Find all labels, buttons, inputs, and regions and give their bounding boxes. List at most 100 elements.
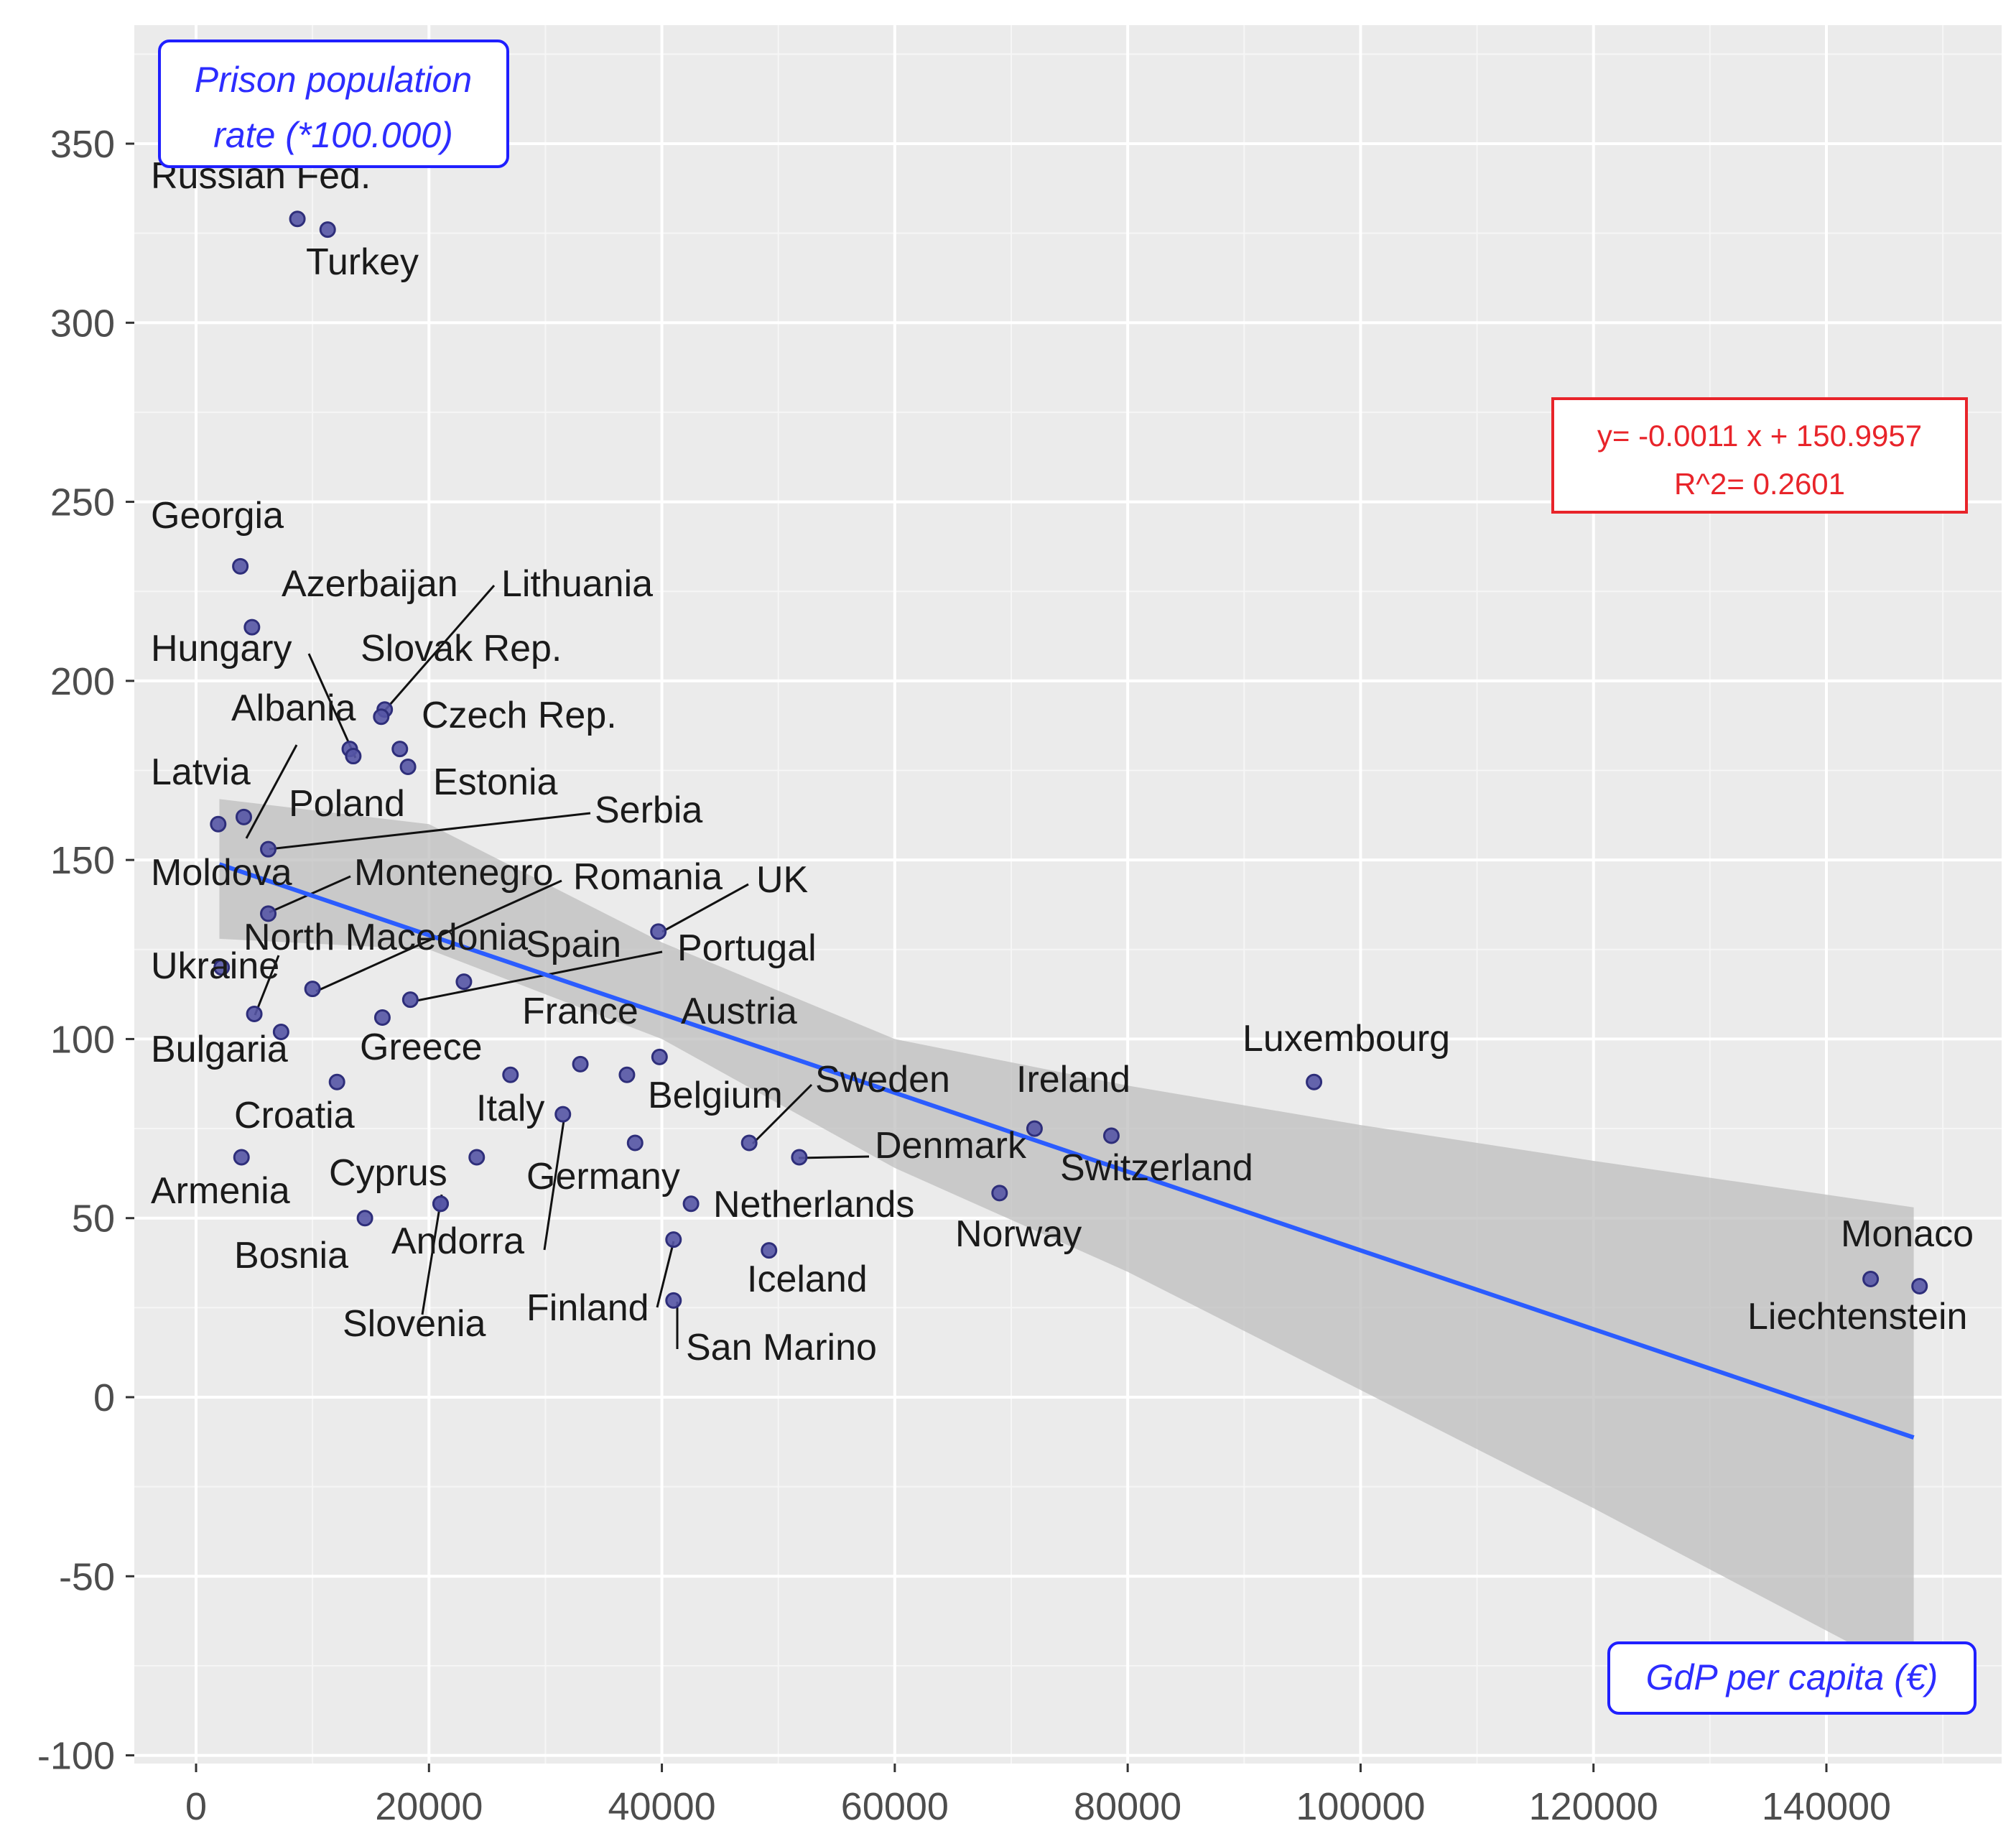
- leader-line-ukraine: [254, 955, 280, 1016]
- data-points: [210, 210, 1928, 1309]
- point-poland: [345, 748, 362, 765]
- leader-line-hungary: [307, 653, 357, 759]
- label-albania: Albania: [231, 687, 356, 729]
- label-switzerland: Switzerland: [1060, 1147, 1253, 1189]
- leader-line-serbia: [269, 812, 591, 851]
- y-tick-label: 150: [50, 839, 115, 882]
- point-croatia: [502, 1066, 519, 1083]
- point-slovak-rep: [373, 708, 390, 726]
- label-italy: Italy: [476, 1088, 544, 1129]
- label-denmark: Denmark: [875, 1125, 1027, 1167]
- point-slovenia: [432, 1195, 449, 1213]
- label-romania: Romania: [573, 856, 723, 898]
- label-iceland: Iceland: [747, 1259, 868, 1300]
- leader-line-portugal: [416, 950, 663, 1002]
- y-tick-label: -100: [37, 1735, 115, 1778]
- point-bosnia: [356, 1210, 373, 1227]
- x-tick-label: 80000: [1074, 1785, 1181, 1828]
- label-lithuania: Lithuania: [501, 563, 653, 605]
- r-squared-text: R^2= 0.2601: [1674, 467, 1845, 501]
- point-north-macedonia: [246, 1006, 263, 1023]
- label-andorra: Andorra: [391, 1220, 524, 1262]
- y-axis-title-line-2: rate (*100.000): [213, 115, 453, 155]
- label-bosnia: Bosnia: [234, 1235, 348, 1277]
- point-bulgaria: [328, 1073, 345, 1090]
- y-tick-label: 100: [50, 1018, 115, 1061]
- point-ukraine: [272, 1023, 289, 1040]
- y-tick-label: 0: [93, 1376, 115, 1419]
- point-turkey: [319, 221, 336, 238]
- point-iceland: [761, 1242, 778, 1259]
- point-ireland: [1026, 1120, 1043, 1137]
- label-poland: Poland: [289, 783, 405, 825]
- label-cyprus: Cyprus: [329, 1152, 447, 1194]
- point-czech-rep: [391, 741, 409, 758]
- x-axis-title: GdP per capita (€): [1646, 1657, 1938, 1697]
- point-montenegro: [260, 905, 277, 922]
- point-finland: [665, 1231, 682, 1248]
- grid-major: [134, 25, 2002, 1764]
- label-slovenia: Slovenia: [343, 1303, 486, 1345]
- equation-box: y= -0.0011 x + 150.9957 R^2= 0.2601: [1551, 397, 1968, 514]
- label-finland: Finland: [526, 1287, 649, 1329]
- label-austria: Austria: [681, 991, 797, 1032]
- point-uk: [650, 923, 667, 940]
- point-belgium: [618, 1066, 636, 1083]
- label-spain: Spain: [526, 924, 621, 965]
- point-albania: [235, 808, 252, 825]
- x-tick-label: 100000: [1296, 1785, 1425, 1828]
- y-tick-label: 250: [50, 481, 115, 524]
- point-switzerland: [1102, 1127, 1120, 1144]
- label-uk: UK: [756, 859, 809, 901]
- label-sweden: Sweden: [815, 1059, 950, 1101]
- x-tick-label: 60000: [841, 1785, 949, 1828]
- label-germany: Germany: [526, 1156, 680, 1197]
- label-france: France: [522, 991, 638, 1032]
- label-norway: Norway: [955, 1213, 1082, 1255]
- point-france: [572, 1055, 589, 1072]
- y-title-box-frame: [158, 40, 509, 168]
- regression-equation: y= -0.0011 x + 150.9957: [1597, 419, 1922, 453]
- point-denmark: [791, 1149, 808, 1166]
- leader-line-andorra: [421, 1194, 443, 1315]
- point-sweden: [740, 1134, 758, 1152]
- label-ukraine: Ukraine: [151, 945, 279, 987]
- label-bulgaria: Bulgaria: [151, 1029, 288, 1070]
- point-liechtenstein: [1911, 1277, 1928, 1294]
- leader-line-finland: [656, 1241, 675, 1308]
- leader-line-sweden: [751, 1083, 813, 1145]
- label-armenia: Armenia: [151, 1170, 290, 1212]
- point-romania: [304, 981, 321, 998]
- point-russian-fed: [289, 210, 306, 228]
- point-azerbaijan: [243, 618, 261, 636]
- label-slovak-rep: Slovak Rep.: [361, 628, 562, 670]
- y-tick-label: 200: [50, 660, 115, 703]
- x-tick-label: 0: [185, 1785, 207, 1828]
- point-serbia: [260, 840, 277, 858]
- leader-line-romania: [315, 879, 562, 993]
- label-croatia: Croatia: [234, 1095, 355, 1136]
- point-armenia: [233, 1149, 250, 1166]
- point-moldova: [213, 959, 231, 976]
- label-netherlands: Netherlands: [713, 1184, 914, 1226]
- point-luxembourg: [1306, 1073, 1323, 1090]
- x-title-box-frame: [1607, 1641, 1976, 1715]
- label-estonia: Estonia: [433, 761, 558, 803]
- label-georgia: Georgia: [151, 495, 284, 537]
- regression-line: [218, 862, 1915, 1440]
- label-montenegro: Montenegro: [354, 852, 554, 894]
- point-georgia: [232, 557, 249, 575]
- label-azerbaijan: Azerbaijan: [282, 563, 458, 605]
- point-latvia: [210, 815, 227, 833]
- point-italy: [554, 1106, 572, 1123]
- x-tick-label: 140000: [1762, 1785, 1891, 1828]
- point-norway: [991, 1185, 1008, 1202]
- equation-box-frame: [1551, 397, 1968, 514]
- point-austria: [651, 1048, 668, 1065]
- label-north-macedonia: North Macedonia: [243, 917, 528, 958]
- y-tick-label: 300: [50, 302, 115, 345]
- confidence-band: [219, 799, 1914, 1677]
- y-tick-label: 50: [72, 1197, 115, 1241]
- point-portugal: [401, 991, 419, 1009]
